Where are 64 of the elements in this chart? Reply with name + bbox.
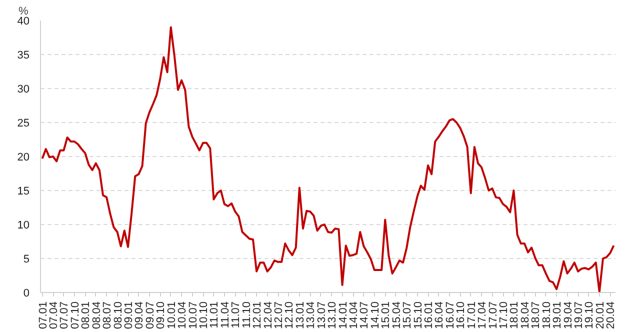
x-tick-label: 11.10 bbox=[240, 301, 253, 328]
x-tick-label: 16.01 bbox=[423, 301, 435, 330]
x-tick-label: 09.07 bbox=[144, 301, 156, 330]
x-tick-label: 10.07 bbox=[187, 301, 200, 330]
y-tick-label: 30 bbox=[17, 84, 30, 96]
x-tick-label: 09.10 bbox=[155, 301, 168, 330]
y-axis-title: % bbox=[18, 6, 28, 18]
x-tick-label: 08.07 bbox=[102, 301, 114, 330]
x-tick-label: 19.04 bbox=[562, 301, 574, 330]
x-tick-label: 08.10 bbox=[112, 301, 124, 330]
x-tick-label: 11.01 bbox=[208, 301, 221, 328]
y-tick-label: 40 bbox=[17, 16, 30, 28]
x-tick-label: 15.10 bbox=[412, 301, 424, 330]
x-tick-label: 15.01 bbox=[380, 301, 392, 330]
x-tick-label: 18.07 bbox=[530, 301, 542, 330]
x-tick-label: 14.01 bbox=[337, 301, 350, 330]
x-tick-label: 09.01 bbox=[123, 301, 135, 330]
x-tick-label: 10.10 bbox=[198, 301, 210, 330]
x-tick-label: 07.07 bbox=[58, 301, 71, 330]
x-tick-label: 14.10 bbox=[369, 301, 382, 330]
y-tick-label: 10 bbox=[17, 220, 30, 232]
x-tick-label: 12.01 bbox=[252, 301, 264, 330]
x-tick-label: 16.04 bbox=[434, 301, 446, 330]
x-tick-label: 20.04 bbox=[605, 301, 618, 330]
y-tick-label: 0 bbox=[23, 288, 30, 300]
y-tick-label: 20 bbox=[17, 152, 30, 164]
x-tick-label: 18.10 bbox=[540, 301, 553, 330]
y-tick-label: 25 bbox=[17, 118, 30, 130]
x-tick-label: 07.01 bbox=[37, 301, 50, 330]
x-tick-label: 09.04 bbox=[134, 301, 146, 330]
x-tick-label: 07.04 bbox=[48, 301, 60, 330]
y-tick-label: 35 bbox=[17, 50, 30, 62]
x-tick-label: 10.04 bbox=[176, 301, 189, 330]
x-tick-label: 12.04 bbox=[262, 301, 274, 330]
x-tick-label: 13.10 bbox=[326, 301, 339, 330]
x-tick-label: 13.01 bbox=[294, 301, 306, 330]
x-tick-label: 16.10 bbox=[455, 301, 468, 330]
x-tick-label: 20.01 bbox=[594, 301, 606, 330]
x-tick-label: 17.04 bbox=[476, 301, 489, 330]
x-tick-label: 18.04 bbox=[519, 301, 532, 330]
x-tick-label: 19.07 bbox=[573, 301, 585, 330]
y-tick-label: 5 bbox=[23, 254, 30, 266]
x-tick-label: 07.10 bbox=[69, 301, 82, 330]
x-tick-label: 10.01 bbox=[166, 301, 178, 330]
x-tick-label: 14.04 bbox=[348, 301, 360, 330]
x-tick-label: 11.04 bbox=[219, 301, 232, 328]
x-tick-label: 18.01 bbox=[508, 301, 521, 330]
x-tick-label: 13.07 bbox=[316, 301, 328, 330]
x-tick-label: 14.07 bbox=[358, 301, 371, 330]
x-tick-label: 19.01 bbox=[552, 301, 564, 330]
x-tick-label: 17.01 bbox=[466, 301, 478, 330]
x-tick-label: 13.04 bbox=[305, 301, 318, 330]
x-tick-label: 11.07 bbox=[230, 301, 242, 328]
x-tick-label: 12.10 bbox=[284, 301, 296, 330]
x-tick-label: 12.07 bbox=[273, 301, 285, 330]
x-tick-label: 15.04 bbox=[390, 301, 403, 330]
x-tick-label: 08.04 bbox=[90, 301, 103, 330]
x-tick-label: 17.10 bbox=[498, 301, 510, 330]
y-tick-label: 15 bbox=[17, 186, 30, 198]
x-tick-label: 16.07 bbox=[444, 301, 456, 330]
x-tick-label: 15.07 bbox=[402, 301, 414, 330]
x-tick-label: 19.10 bbox=[584, 301, 596, 330]
x-tick-label: 17.07 bbox=[487, 301, 500, 330]
x-tick-label: 08.01 bbox=[80, 301, 92, 330]
